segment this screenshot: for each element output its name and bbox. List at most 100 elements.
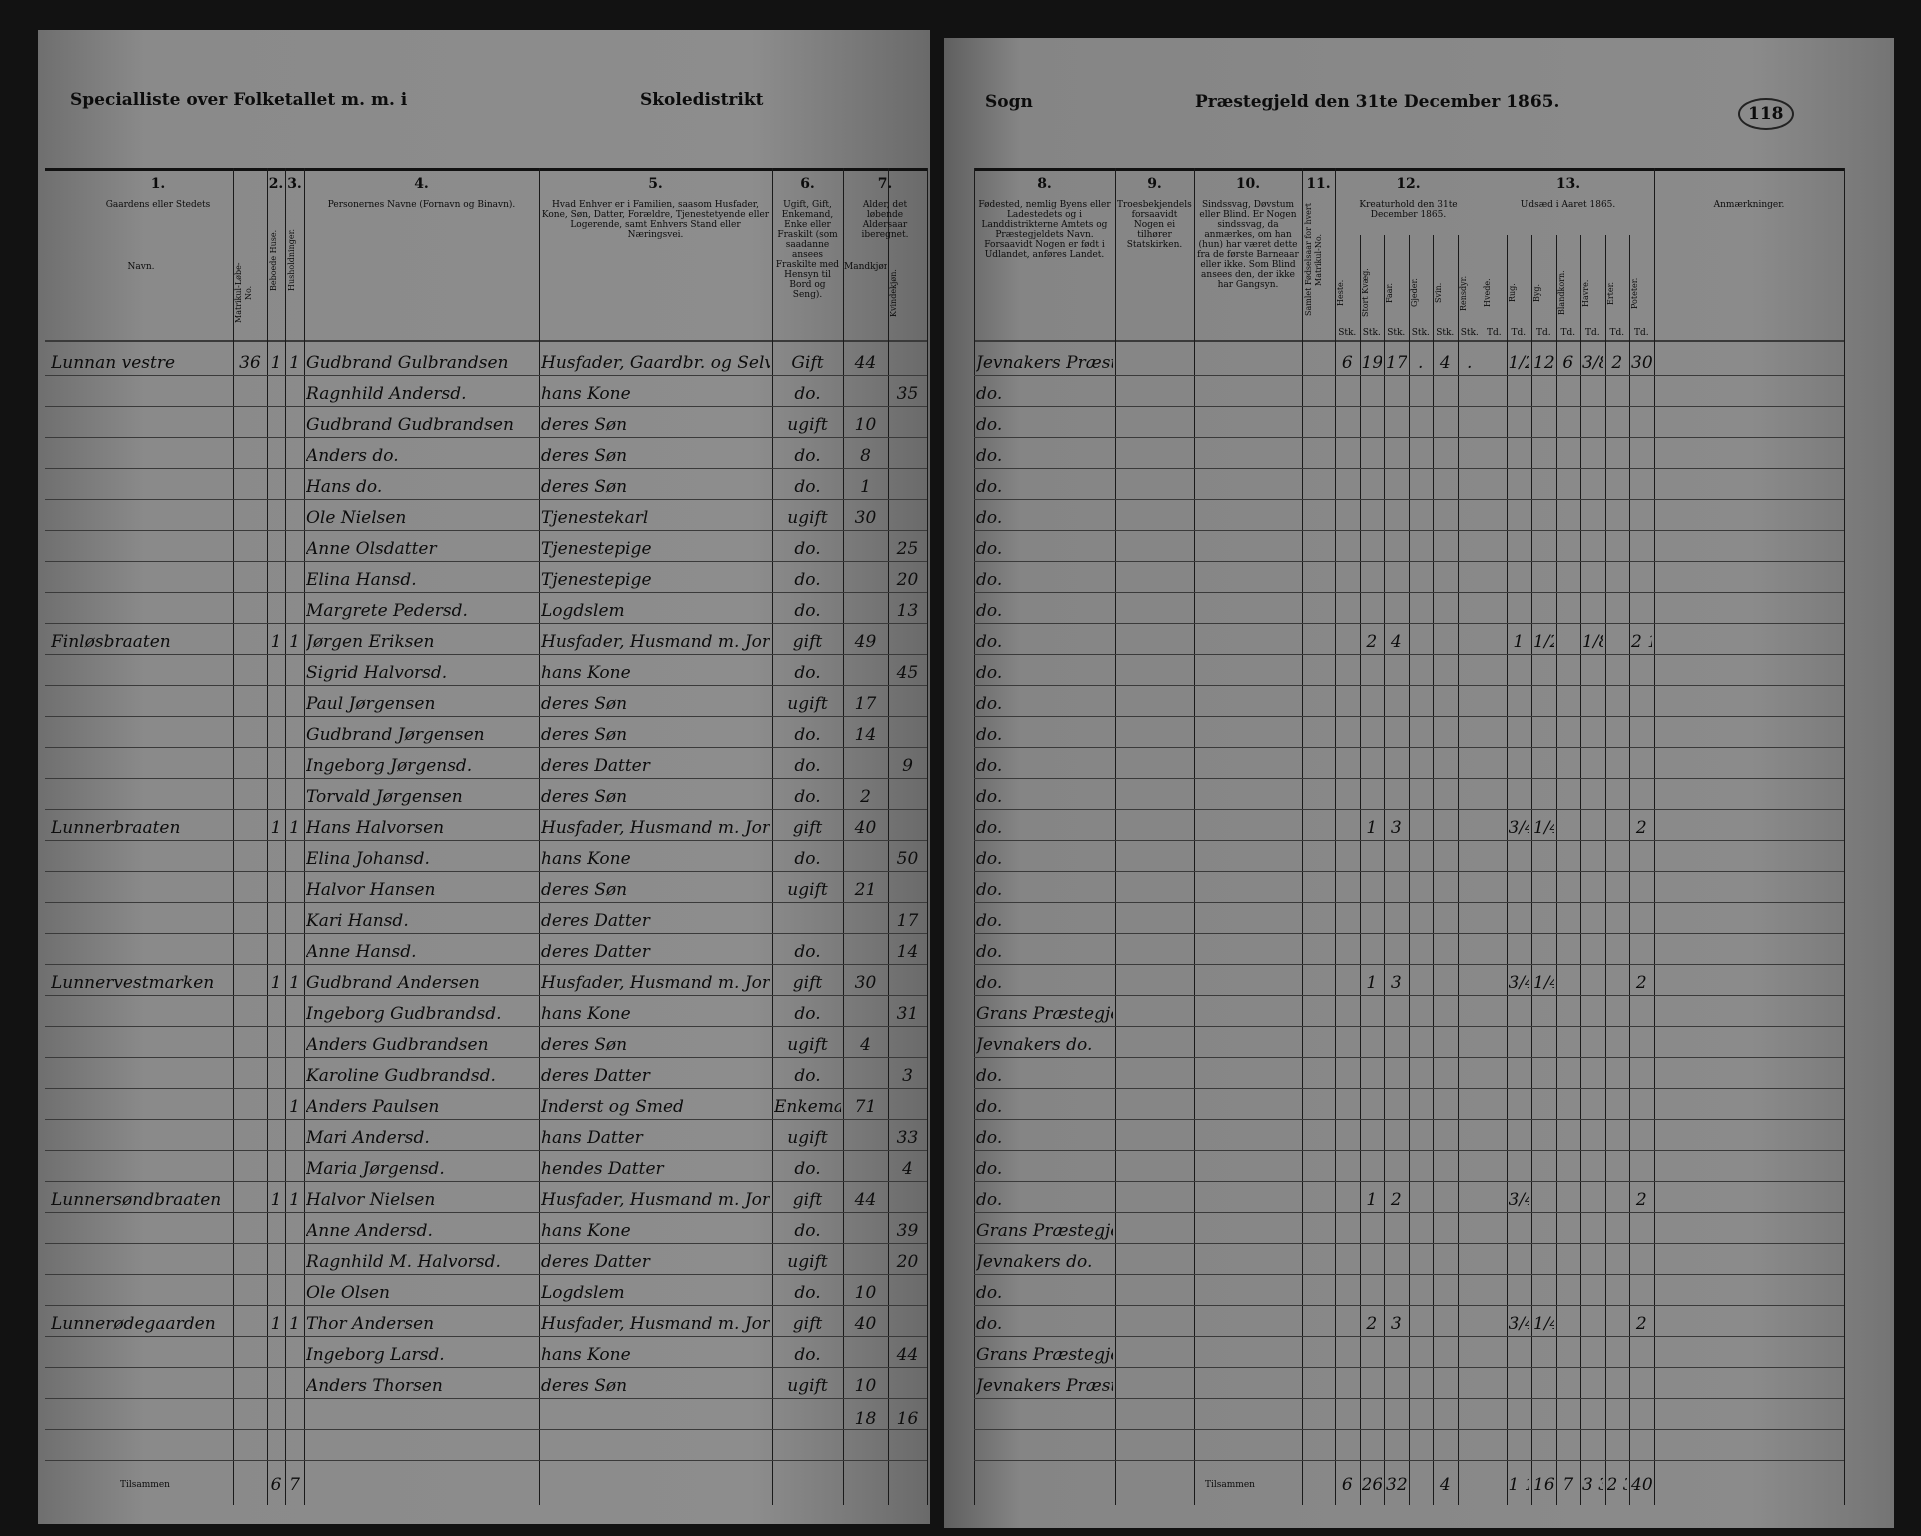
- cell: hans Kone: [541, 384, 631, 404]
- column-rule: [285, 168, 286, 1505]
- column-label: Beboede Huse.: [269, 229, 278, 291]
- cell: do.: [976, 1159, 1003, 1179]
- row-rule: [974, 685, 1844, 686]
- column-number: 6.: [800, 176, 815, 192]
- cell: 44: [854, 353, 877, 373]
- cell: gift: [792, 1190, 823, 1210]
- cell: 14: [896, 942, 919, 962]
- cell: 1: [1366, 1190, 1378, 1210]
- row-rule: [974, 1336, 1844, 1337]
- cell: 7: [1562, 1475, 1574, 1495]
- column-label: Sindssvag, Døvstum eller Blind. Er Nogen…: [1197, 200, 1299, 290]
- cell: do.: [794, 1004, 821, 1024]
- cell: 40 1/2: [1631, 1475, 1652, 1495]
- totals-label: Tilsammen: [1205, 1480, 1255, 1490]
- column-rule: [1115, 168, 1116, 1505]
- cell: 1: [270, 1314, 282, 1334]
- cell: Hans Halvorsen: [306, 818, 445, 838]
- cell: Inderst og Smed: [541, 1097, 684, 1117]
- cell: 2: [860, 787, 871, 807]
- row-rule: [45, 592, 927, 593]
- row-rule: [45, 1367, 927, 1368]
- cell: Elina Hansd.: [306, 570, 417, 590]
- cell: do.: [976, 1283, 1003, 1303]
- cell: 30: [854, 973, 877, 993]
- cell: Grans Præstegjeld: [976, 1221, 1113, 1241]
- cell: 10: [854, 1376, 877, 1396]
- column-rule: [1604, 235, 1606, 1505]
- cell: 3/4: [1508, 1314, 1530, 1334]
- cell: Jevnakers Præstegjeld: [976, 353, 1113, 373]
- row-rule: [974, 1119, 1844, 1120]
- column-sublabel: Kvindekjøn.: [889, 269, 898, 317]
- cell: do.: [794, 942, 821, 962]
- cell: 6: [270, 1475, 282, 1495]
- cell: do.: [976, 725, 1003, 745]
- cell: Torvald Jørgensen: [306, 787, 463, 807]
- cell: 50: [896, 849, 919, 869]
- column-sublabel: Rensdyr.: [1458, 275, 1468, 311]
- cell: 14: [854, 725, 877, 745]
- row-rule: [45, 809, 927, 810]
- right-title: Præstegjeld den 31te December 1865.: [1195, 92, 1560, 112]
- cell: 3/4: [1508, 973, 1530, 993]
- cell: Maria Jørgensd.: [306, 1159, 445, 1179]
- cell: Jørgen Eriksen: [306, 632, 435, 652]
- row-rule: [974, 778, 1844, 779]
- cell: 4: [1439, 353, 1451, 373]
- cell: do.: [794, 663, 821, 683]
- cell: do.: [976, 1190, 1003, 1210]
- column-sublabel: Stort Kvæg.: [1360, 268, 1370, 318]
- cell: Tjenestepige: [541, 539, 652, 559]
- cell: 3/4: [1508, 1190, 1530, 1210]
- column-rule: [267, 168, 268, 1505]
- cell: do.: [976, 1128, 1003, 1148]
- cell: ugift: [787, 1128, 828, 1148]
- column-label: Udsæd i Aaret 1865.: [1520, 200, 1616, 210]
- cell: Ole Nielsen: [306, 508, 407, 528]
- cell: do.: [976, 477, 1003, 497]
- cell: 35: [896, 384, 919, 404]
- cell: Paul Jørgensen: [306, 694, 436, 714]
- cell: deres Søn: [541, 1035, 628, 1055]
- cell: Tjenestekarl: [541, 508, 649, 528]
- row-rule: [45, 1088, 927, 1089]
- cell: deres Søn: [541, 725, 628, 745]
- cell: 31: [896, 1004, 919, 1024]
- column-rule: [304, 168, 305, 1505]
- cell: 12: [1533, 353, 1554, 373]
- column-rule: [1580, 235, 1581, 1505]
- cell: do.: [794, 1345, 821, 1365]
- cell: 71: [854, 1097, 877, 1117]
- cell: do.: [794, 1283, 821, 1303]
- cell: 10: [854, 415, 877, 435]
- column-unit: Td.: [1584, 328, 1600, 338]
- cell: 2 1/2: [1631, 632, 1652, 652]
- column-rule: [888, 168, 889, 1505]
- row-rule: [45, 685, 927, 686]
- cell: Anders Thorsen: [306, 1376, 443, 1396]
- cell: do.: [794, 539, 821, 559]
- row-rule: [45, 437, 927, 438]
- column-sublabel: Hvede.: [1483, 278, 1492, 308]
- cell: 2: [1611, 353, 1623, 373]
- row-rule: [45, 933, 927, 934]
- cell: 1/4: [1533, 1314, 1554, 1334]
- cell: do.: [976, 384, 1003, 404]
- row-rule: [45, 499, 927, 500]
- cell: do.: [976, 818, 1003, 838]
- cell: do.: [794, 725, 821, 745]
- row-rule: [974, 716, 1844, 717]
- cell: Halvor Hansen: [306, 880, 436, 900]
- cell: 2 3/8: [1606, 1475, 1628, 1495]
- cell: 7: [289, 1475, 300, 1495]
- row-rule: [45, 1150, 927, 1151]
- column-sublabel: Gjeder.: [1409, 278, 1419, 308]
- row-rule: [974, 1181, 1844, 1182]
- column-rule: [1506, 235, 1508, 1505]
- cell: 10: [854, 1283, 877, 1303]
- row-rule: [974, 654, 1844, 655]
- cell: .: [1418, 353, 1424, 373]
- cell: deres Søn: [541, 787, 628, 807]
- cell: hans Kone: [541, 1004, 631, 1024]
